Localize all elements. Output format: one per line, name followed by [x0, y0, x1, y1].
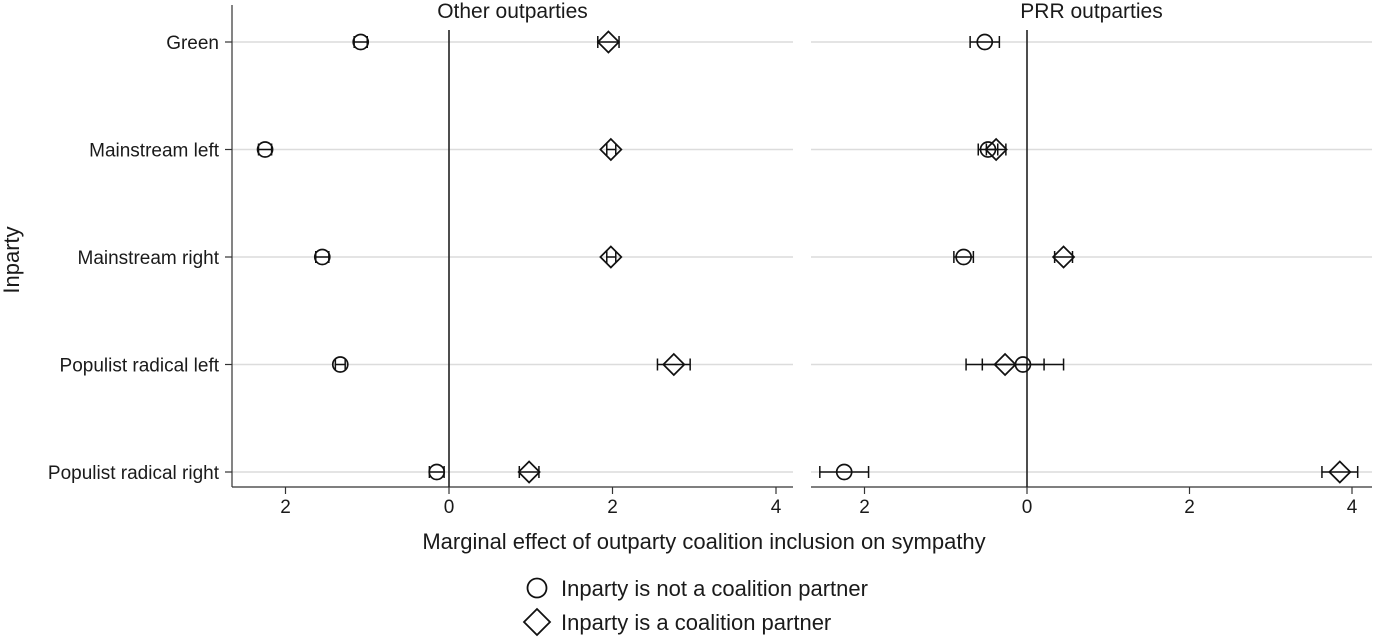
diamond-marker-coalition-partner	[1328, 460, 1352, 484]
x-tick-label: 0	[1022, 497, 1033, 518]
circle-marker-not-coalition-partner	[331, 356, 349, 373]
circle-marker-not-coalition-partner	[313, 248, 331, 266]
legend-label: Inparty is not a coalition partner	[561, 576, 868, 601]
legend-label: Inparty is a coalition partner	[561, 610, 831, 635]
legend: Inparty is not a coalition partner Inpart…	[522, 576, 868, 637]
panel-title: Other outparties	[437, 0, 588, 23]
legend-diamond-icon	[522, 607, 552, 637]
diamond-marker-coalition-partner	[1051, 245, 1076, 269]
diamond-marker-coalition-partner	[599, 137, 623, 162]
circle-marker-not-coalition-partner	[955, 248, 972, 266]
category-label: Mainstream left	[89, 141, 220, 162]
diamond-marker-coalition-partner	[662, 352, 686, 377]
x-tick-label: 2	[859, 497, 870, 518]
x-tick-label: 4	[1347, 497, 1358, 518]
x-axis-title: Marginal effect of outparty coalition in…	[422, 529, 985, 554]
category-label: Populist radical right	[48, 463, 220, 484]
circle-marker-not-coalition-partner	[352, 33, 370, 51]
category-label: Mainstream right	[78, 248, 220, 269]
panel-prr-outparties: PRR outparties 2 0 2 4	[811, 0, 1372, 518]
diamond-marker-coalition-partner	[599, 245, 623, 269]
diamond-marker-coalition-partner	[993, 352, 1017, 377]
panel-other-outparties: Other outparties 2 0 2 4	[225, 0, 793, 518]
circle-marker-not-coalition-partner	[976, 33, 994, 51]
diamond-marker-coalition-partner	[596, 30, 621, 54]
circle-marker-not-coalition-partner	[256, 141, 274, 158]
x-tick-label: 2	[280, 497, 291, 518]
x-tick-label: 4	[771, 497, 782, 518]
y-axis-title: Inparty	[0, 226, 24, 293]
circle-marker-not-coalition-partner	[835, 463, 853, 481]
diamond-marker-coalition-partner	[984, 137, 1008, 162]
category-label: Green	[166, 33, 219, 54]
diamond-marker-coalition-partner	[517, 460, 541, 484]
panel-title: PRR outparties	[1020, 0, 1162, 23]
x-tick-label: 2	[1184, 497, 1195, 518]
x-tick-label: 2	[607, 497, 618, 518]
x-tick-label: 0	[444, 497, 455, 518]
legend-circle-icon	[526, 577, 548, 599]
category-label: Populist radical left	[60, 356, 220, 377]
circle-marker-not-coalition-partner	[428, 463, 446, 481]
